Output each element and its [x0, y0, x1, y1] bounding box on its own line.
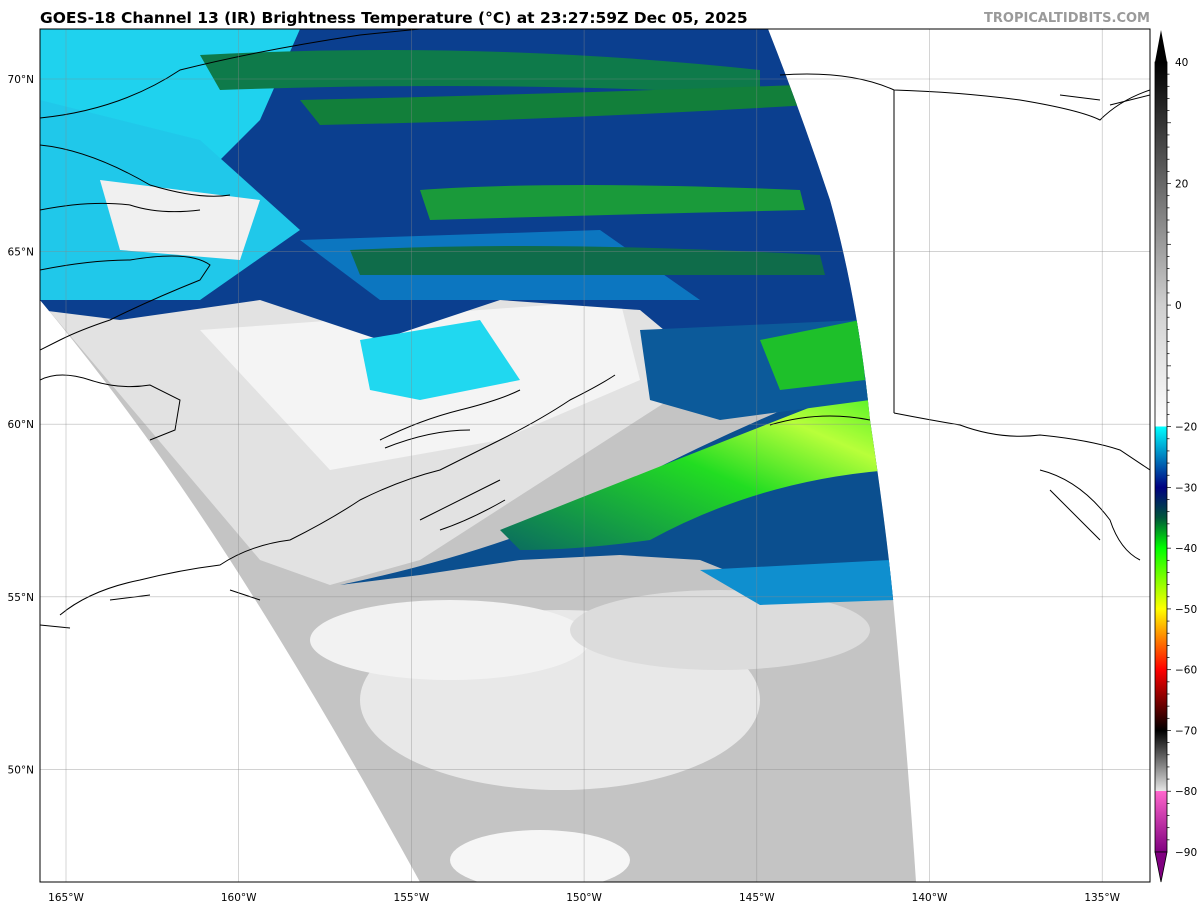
colorbar-label: −40	[1175, 543, 1197, 555]
colorbar-label: −60	[1175, 665, 1197, 677]
lat-label: 70°N	[8, 74, 34, 86]
lon-label: 145°W	[739, 892, 775, 904]
latitude-labels: 70°N 65°N 60°N 55°N 50°N	[8, 74, 34, 776]
colorbar-label: −90	[1175, 847, 1197, 859]
colorbar-max-arrow	[1155, 30, 1167, 62]
lon-label: 150°W	[566, 892, 602, 904]
colorbar-label: 40	[1175, 57, 1188, 69]
site-credit: TROPICALTIDBITS.COM	[984, 11, 1150, 26]
colorbar-label: −80	[1175, 786, 1197, 798]
colorbar-label: 20	[1175, 179, 1188, 191]
colorbar-scale	[1154, 61, 1168, 853]
lon-label: 165°W	[48, 892, 84, 904]
longitude-labels: 165°W 160°W 155°W 150°W 145°W 140°W 135°…	[48, 892, 1120, 904]
lon-label: 155°W	[394, 892, 430, 904]
lat-label: 55°N	[8, 592, 34, 604]
satellite-imagery	[40, 29, 916, 882]
lat-label: 65°N	[8, 247, 34, 259]
map-frame	[39, 28, 1151, 883]
colorbar-label: −20	[1175, 422, 1197, 434]
lon-label: 160°W	[221, 892, 257, 904]
colorbar-label: 0	[1175, 300, 1182, 312]
gridlines	[40, 29, 1150, 882]
coastlines	[40, 29, 1150, 629]
colorbar-label: −30	[1175, 482, 1197, 494]
lon-label: 140°W	[912, 892, 948, 904]
lat-label: 60°N	[8, 419, 34, 431]
colorbar-label: −70	[1175, 725, 1197, 737]
lat-label: 50°N	[8, 764, 34, 776]
lon-label: 135°W	[1084, 892, 1120, 904]
map-title: GOES-18 Channel 13 (IR) Brightness Tempe…	[40, 9, 748, 27]
colorbar-min-arrow	[1154, 851, 1168, 883]
colorbar: 40 20 0 −20 −30 −40 −50 −60 −70 −80 −90	[1154, 30, 1197, 883]
colorbar-label: −50	[1175, 604, 1197, 616]
